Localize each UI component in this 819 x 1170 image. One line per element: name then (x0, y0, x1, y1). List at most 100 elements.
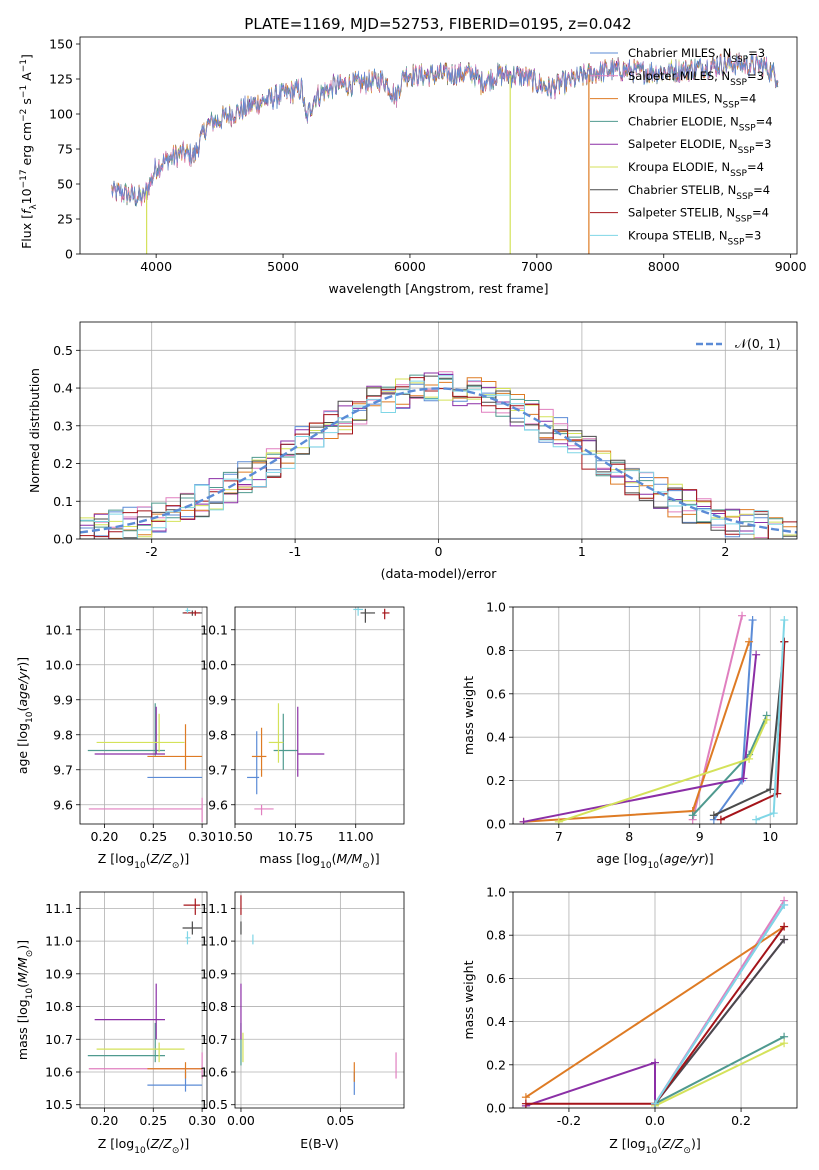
y-tick-label: 100 (49, 107, 73, 122)
weight-series-6 (654, 938, 785, 1105)
spectrum-marks (111, 51, 779, 254)
y-tick-label: 10.9 (45, 966, 73, 981)
x-tick-label: 0.20 (91, 1113, 119, 1128)
x-tick-label: -0.2 (557, 1113, 581, 1128)
age-vs-metallicity-marks (87, 608, 203, 823)
x-tick-label: 0.00 (227, 1113, 255, 1128)
residual-histogram-panel: -2 -1 0 1 2 0.0 0.1 0.2 0.3 0.4 0.5 𝒩(0, 1) (data-mo… (27, 321, 798, 581)
x-tick-label: 0 (435, 544, 443, 559)
x-tick-label: 2 (721, 544, 729, 559)
y-axis-label: mass weight (461, 960, 476, 1039)
weight-series-2 (525, 925, 785, 1099)
gaussian-reference-curve (80, 387, 797, 534)
axes-frame (234, 891, 405, 1109)
mass-vs-metallicity-panel: 0.20 0.25 0.30 10.5 10.6 10.7 10.8 10.9 11.0 11.1… (15, 891, 216, 1156)
y-tick-label: 9.8 (53, 727, 73, 742)
y-tick-label: 0.4 (486, 1014, 506, 1029)
x-tick-label: 0.30 (188, 829, 216, 844)
y-tick-label: 0.0 (53, 532, 73, 547)
legend-label: Chabrier ELODIE, NSSP=4 (628, 114, 773, 133)
y-tick-label: 10.9 (200, 966, 228, 981)
mass-weight-vs-metallicity-marks (521, 896, 789, 1108)
y-tick-label: 1.0 (486, 885, 506, 900)
y-tick-label: 0.5 (53, 343, 73, 358)
legend-label: 𝒩(0, 1) (735, 336, 781, 351)
y-tick-label: 0.8 (486, 643, 506, 658)
y-tick-label: 11.1 (200, 901, 228, 916)
x-tick-label: 0.25 (139, 829, 167, 844)
figure-title: PLATE=1169, MJD=52753, FIBERID=0195, z=0… (244, 15, 631, 33)
y-tick-label: 10.1 (45, 622, 73, 637)
x-tick-label: 0.20 (91, 829, 119, 844)
y-tick-label: 10.8 (200, 999, 228, 1014)
x-axis-label: Z [log10(Z/Z⊙)] (98, 851, 189, 871)
x-tick-label: 0.25 (139, 1113, 167, 1128)
y-tick-label: 9.9 (53, 692, 73, 707)
y-tick-label: 10.7 (200, 1032, 228, 1047)
age-vs-mass-panel: 10.50 10.75 11.00 9.6 9.7 9.8 9.9 10.0 10.1 mass … (200, 606, 405, 871)
y-tick-label: 0.1 (53, 494, 73, 509)
mass-weight-vs-metallicity-panel: -0.2 0.0 0.2 0.0 0.2 0.4 0.6 0.8 1.0 mass weight Z… (461, 885, 798, 1156)
y-tick-label: 10.5 (200, 1097, 228, 1112)
legend-label: Salpeter MILES, NSSP=3 (628, 69, 764, 88)
mass-weight-vs-age-marks (519, 611, 789, 824)
y-axis-label: Normed distribution (27, 368, 42, 493)
axes-frame (79, 891, 208, 1109)
x-tick-label: 5000 (267, 259, 299, 274)
y-tick-label: 10.1 (200, 622, 228, 637)
x-tick-label: 10.50 (217, 829, 253, 844)
residual-histogram-marks (80, 371, 797, 539)
y-tick-label: 0.0 (486, 817, 506, 832)
weight-series-2 (523, 641, 751, 823)
y-tick-label: 0.2 (53, 456, 73, 471)
y-tick-label: 0.3 (53, 418, 73, 433)
x-tick-label: 10 (762, 829, 778, 844)
y-tick-label: 0.4 (486, 730, 506, 745)
x-tick-label: 4000 (140, 259, 172, 274)
y-tick-label: 25 (57, 212, 73, 227)
y-tick-label: 0.2 (486, 773, 506, 788)
x-tick-label: 7000 (521, 259, 553, 274)
axes-frame (512, 606, 798, 825)
y-tick-label: 0 (65, 247, 73, 262)
y-axis-label: mass weight (461, 676, 476, 755)
x-tick-label: -1 (289, 544, 301, 559)
x-tick-label: 9 (696, 829, 704, 844)
axes-frame (79, 606, 208, 825)
x-axis-label: age [log10(age/yr)] (596, 851, 713, 871)
y-tick-label: 10.0 (45, 657, 73, 672)
spectrum-line-0 (111, 53, 779, 206)
mass-vs-metallicity-marks (87, 898, 203, 1092)
y-tick-label: 9.8 (208, 727, 228, 742)
spectrum-legend: Chabrier MILES, NSSP=3 Salpeter MILES, NS… (590, 46, 773, 247)
x-tick-label: -2 (145, 544, 157, 559)
x-tick-label: 1 (578, 544, 586, 559)
y-tick-label: 10.5 (45, 1097, 73, 1112)
legend-label: Salpeter STELIB, NSSP=4 (628, 206, 769, 225)
x-tick-label: 11.00 (338, 829, 374, 844)
x-tick-label: 0.2 (731, 1113, 751, 1128)
x-axis-label: Z [log10(Z/Z⊙)] (609, 1136, 700, 1156)
x-tick-label: 8 (625, 829, 633, 844)
y-tick-label: 75 (57, 142, 73, 157)
y-tick-label: 9.7 (208, 762, 228, 777)
y-tick-label: 0.8 (486, 928, 506, 943)
y-tick-label: 11.0 (45, 934, 73, 949)
weight-series-5 (654, 1042, 785, 1107)
legend-label: Kroupa STELIB, NSSP=3 (628, 228, 761, 247)
x-axis-label: E(B-V) (300, 1136, 339, 1151)
y-tick-label: 0.2 (486, 1057, 506, 1072)
y-tick-label: 0.6 (486, 971, 506, 986)
x-axis-label: Z [log10(Z/Z⊙)] (98, 1136, 189, 1156)
axes-frame (79, 321, 798, 540)
axes-frame (79, 36, 798, 255)
x-axis-label: mass [log10(M/M⊙)] (259, 851, 379, 871)
y-tick-label: 125 (49, 72, 73, 87)
y-axis-label: Flux [fλ10−17 erg cm−2 s−1 A−1] (19, 54, 39, 249)
x-tick-label: 9000 (775, 259, 807, 274)
x-tick-label: 0.0 (645, 1113, 665, 1128)
x-tick-label: 10.75 (277, 829, 313, 844)
weight-series-3 (654, 1035, 785, 1105)
x-axis-label: wavelength [Angstrom, rest frame] (328, 281, 548, 296)
